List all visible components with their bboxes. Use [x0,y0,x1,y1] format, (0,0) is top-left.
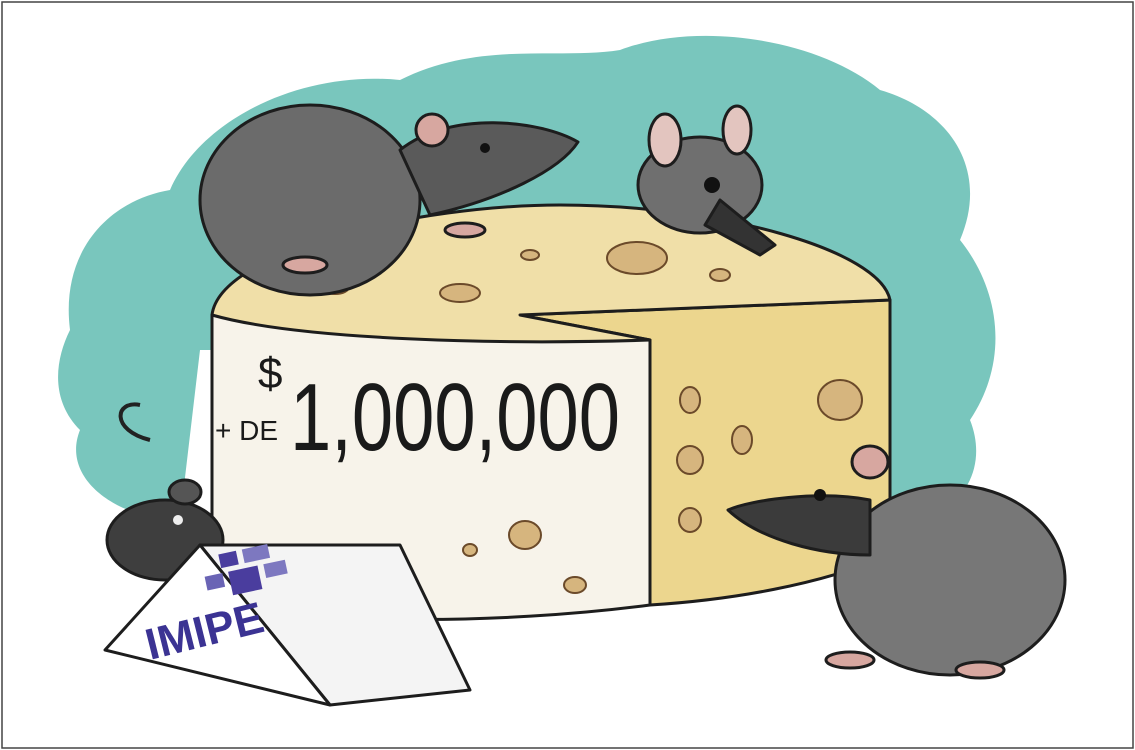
prefix-text: + DE [215,415,278,446]
cartoon: $ + DE 1,000,000 [0,0,1135,750]
page: {"cheese_label": {"prefix": "+ DE", "cur… [0,0,1135,750]
currency-sign: $ [258,349,282,398]
amount-text: 1,000,000 [290,364,620,471]
